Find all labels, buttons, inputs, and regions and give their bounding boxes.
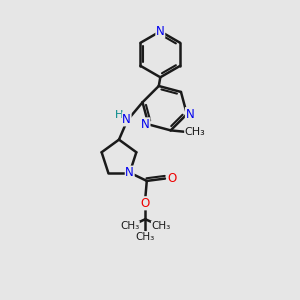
Text: N: N [156, 25, 165, 38]
Text: N: N [141, 118, 150, 131]
Text: O: O [141, 197, 150, 210]
Text: CH₃: CH₃ [185, 127, 206, 137]
Text: N: N [122, 113, 131, 126]
Text: N: N [185, 108, 194, 121]
Text: O: O [167, 172, 176, 185]
Text: CH₃: CH₃ [152, 221, 171, 231]
Text: CH₃: CH₃ [120, 221, 139, 231]
Text: H: H [115, 110, 123, 120]
Text: CH₃: CH₃ [136, 232, 155, 242]
Text: N: N [125, 166, 134, 179]
